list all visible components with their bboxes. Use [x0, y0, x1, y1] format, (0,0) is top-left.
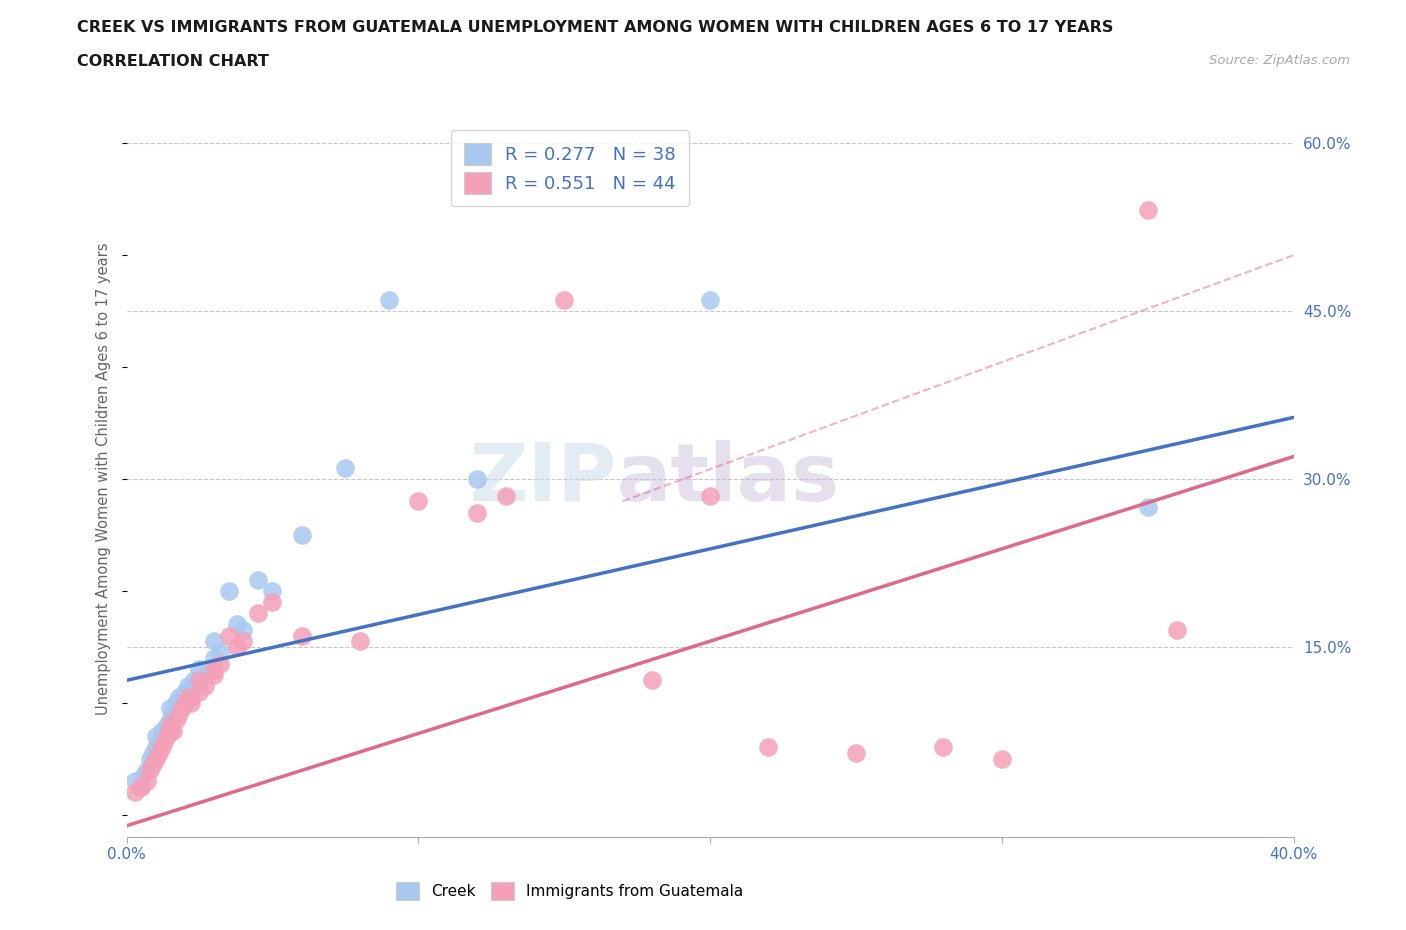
Text: CREEK VS IMMIGRANTS FROM GUATEMALA UNEMPLOYMENT AMONG WOMEN WITH CHILDREN AGES 6: CREEK VS IMMIGRANTS FROM GUATEMALA UNEMP… — [77, 20, 1114, 35]
Text: Source: ZipAtlas.com: Source: ZipAtlas.com — [1209, 54, 1350, 67]
Point — [153, 729, 176, 744]
Point — [262, 583, 284, 598]
Point — [845, 746, 868, 761]
Point — [124, 774, 146, 789]
Point — [177, 679, 200, 694]
Point — [159, 712, 181, 727]
Point — [159, 724, 181, 738]
Point — [246, 605, 269, 620]
Point — [408, 494, 430, 509]
Point — [208, 657, 231, 671]
Point — [156, 718, 179, 733]
Text: CORRELATION CHART: CORRELATION CHART — [77, 54, 269, 69]
Text: ZIP: ZIP — [470, 440, 617, 518]
Legend: Creek, Immigrants from Guatemala: Creek, Immigrants from Guatemala — [388, 874, 751, 908]
Point — [232, 633, 254, 648]
Point — [290, 628, 312, 643]
Point — [148, 735, 170, 750]
Point — [136, 774, 159, 789]
Point — [188, 662, 211, 677]
Point — [129, 779, 152, 794]
Point — [145, 751, 167, 766]
Point — [156, 729, 179, 744]
Point — [1136, 203, 1159, 218]
Point — [990, 751, 1012, 766]
Point — [148, 746, 170, 761]
Point — [170, 696, 193, 711]
Point — [378, 293, 401, 308]
Point — [167, 707, 190, 722]
Point — [495, 488, 517, 503]
Point — [226, 639, 249, 654]
Point — [150, 724, 173, 738]
Point — [188, 673, 211, 688]
Point — [145, 729, 167, 744]
Point — [177, 690, 200, 705]
Point — [167, 690, 190, 705]
Point — [129, 779, 152, 794]
Point — [465, 505, 488, 520]
Point — [153, 735, 176, 750]
Point — [218, 628, 240, 643]
Point — [208, 644, 231, 659]
Point — [136, 763, 159, 777]
Point — [246, 572, 269, 587]
Point — [165, 696, 187, 711]
Point — [159, 718, 181, 733]
Point — [553, 293, 575, 308]
Point — [142, 757, 165, 772]
Point — [124, 785, 146, 800]
Point — [218, 583, 240, 598]
Point — [139, 751, 162, 766]
Point — [290, 527, 312, 542]
Point — [262, 594, 284, 609]
Point — [202, 668, 225, 683]
Point — [142, 746, 165, 761]
Point — [349, 633, 371, 648]
Point — [232, 622, 254, 637]
Point — [180, 696, 202, 711]
Point — [699, 488, 721, 503]
Point — [640, 673, 664, 688]
Point — [180, 690, 202, 705]
Point — [202, 651, 225, 666]
Point — [188, 684, 211, 699]
Point — [139, 763, 162, 777]
Point — [1166, 622, 1188, 637]
Point — [162, 724, 184, 738]
Point — [699, 293, 721, 308]
Text: atlas: atlas — [617, 440, 839, 518]
Point — [165, 712, 187, 727]
Point — [932, 740, 955, 755]
Point — [226, 617, 249, 631]
Point — [174, 684, 197, 699]
Point — [150, 740, 173, 755]
Point — [132, 768, 155, 783]
Point — [202, 633, 225, 648]
Point — [756, 740, 779, 755]
Point — [194, 668, 217, 683]
Point — [465, 472, 488, 486]
Point — [174, 696, 197, 711]
Point — [202, 662, 225, 677]
Point — [194, 679, 217, 694]
Point — [183, 673, 205, 688]
Point — [145, 740, 167, 755]
Point — [1136, 499, 1159, 514]
Point — [170, 701, 193, 716]
Y-axis label: Unemployment Among Women with Children Ages 6 to 17 years: Unemployment Among Women with Children A… — [96, 243, 111, 715]
Point — [162, 707, 184, 722]
Point — [335, 460, 357, 475]
Point — [159, 701, 181, 716]
